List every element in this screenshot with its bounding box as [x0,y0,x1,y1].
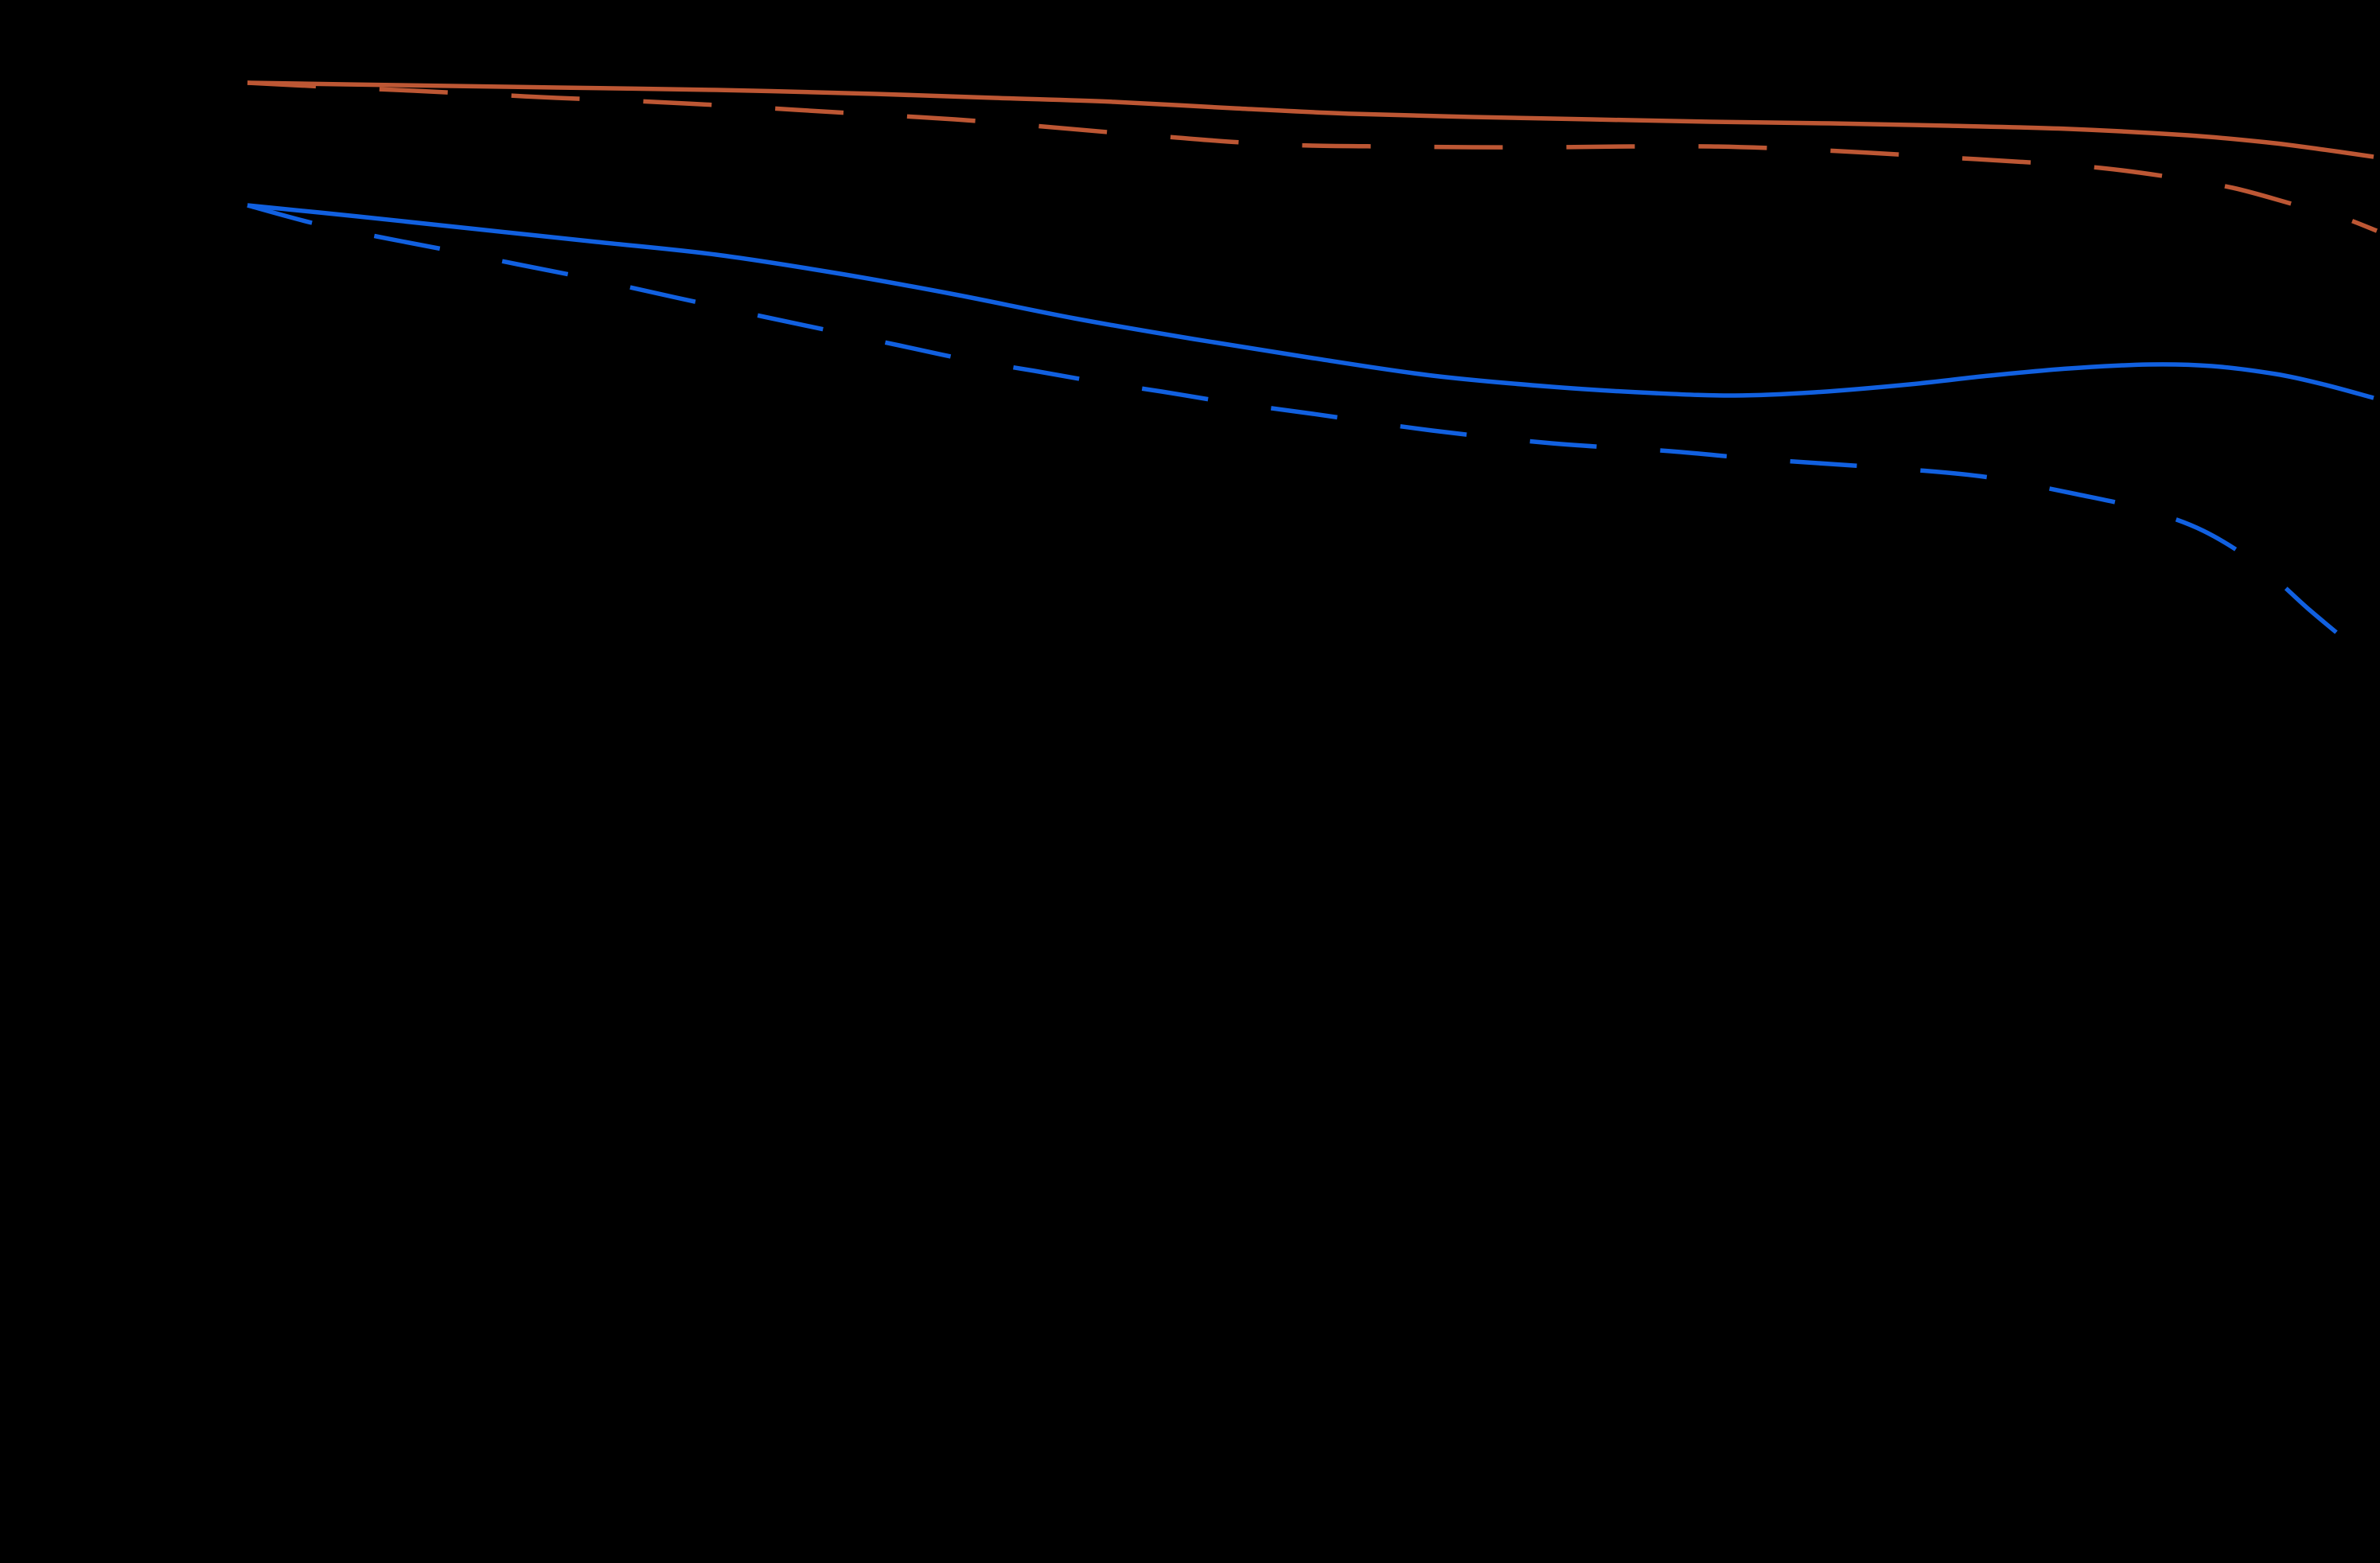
blue-dashed-line [247,203,2363,656]
orange-dashed-line [247,80,2378,233]
plot-lines [247,80,2378,656]
orange-solid-line [247,80,2374,159]
blue-solid-line [247,203,2374,400]
